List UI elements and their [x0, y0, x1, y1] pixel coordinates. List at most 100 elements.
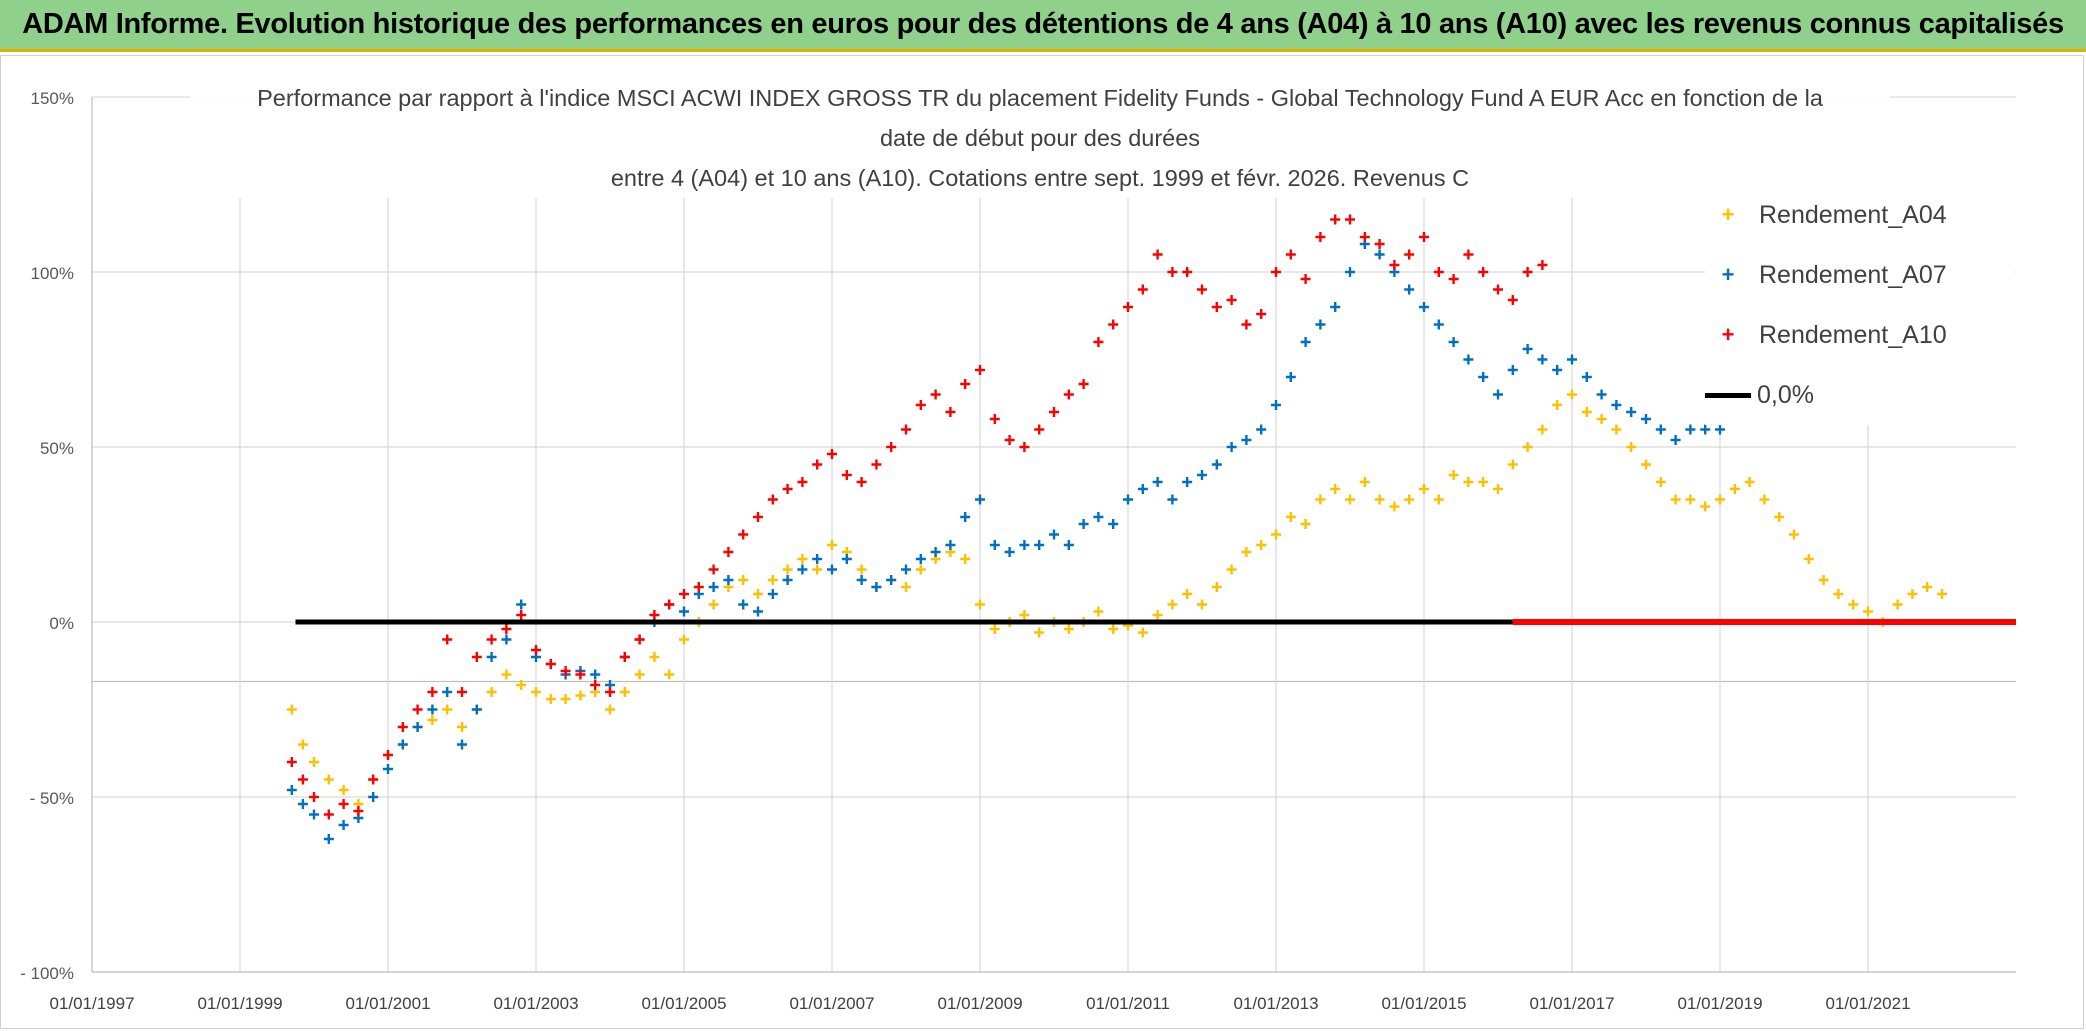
data-point [1833, 589, 1844, 599]
data-point [1552, 400, 1563, 410]
series-rendement-a04 [286, 389, 1947, 809]
data-point [1137, 284, 1148, 295]
data-point [353, 806, 364, 816]
data-point [1493, 484, 1503, 494]
data-point [1448, 274, 1459, 284]
data-point [989, 624, 1000, 634]
data-point [1404, 284, 1415, 295]
data-point [901, 582, 911, 592]
data-point [1330, 214, 1341, 225]
data-series [286, 214, 2016, 844]
x-tick-label: 01/01/2021 [1825, 994, 1910, 1013]
data-point [782, 575, 793, 585]
data-point [767, 575, 778, 585]
legend-line-zero [1705, 392, 1751, 398]
data-point [1715, 424, 1725, 435]
data-point [975, 494, 985, 505]
data-point [1507, 365, 1518, 375]
data-point [915, 554, 926, 564]
data-point [1922, 582, 1933, 592]
x-tick-label: 01/01/2011 [1086, 994, 1170, 1013]
data-point [442, 704, 453, 715]
data-point [1744, 477, 1755, 487]
data-point [649, 652, 660, 662]
x-tick-label: 01/01/2001 [345, 994, 430, 1013]
data-point [1256, 424, 1267, 435]
series-rendement-a10 [286, 214, 1548, 820]
data-point [1137, 627, 1148, 638]
data-point [827, 449, 837, 459]
data-point [634, 634, 645, 645]
report-banner-title: ADAM Informe. Evolution historique des p… [22, 8, 2064, 40]
data-point [457, 739, 467, 750]
data-point [323, 809, 334, 820]
data-point [1700, 501, 1711, 512]
data-point [545, 694, 556, 704]
data-point [1049, 407, 1059, 417]
x-tick-label: 01/01/2017 [1529, 994, 1614, 1013]
data-point [915, 564, 926, 575]
x-tick-label: 01/01/2009 [937, 994, 1022, 1013]
axes: 150% 100% 50% 0% - 50% - 100% 01/01/1997 01/01/… [20, 89, 2016, 1013]
data-point [1300, 337, 1311, 347]
x-tick-label: 01/01/1997 [49, 994, 134, 1013]
data-point [1197, 284, 1207, 295]
data-point [975, 365, 985, 375]
data-point [753, 589, 763, 599]
data-point [1433, 319, 1444, 330]
data-point [1197, 470, 1207, 480]
data-point [309, 792, 319, 802]
x-tick-label: 01/01/1999 [197, 994, 282, 1013]
data-point [812, 554, 823, 564]
data-point [1093, 337, 1104, 347]
data-point [649, 610, 660, 620]
data-point [1345, 214, 1355, 225]
data-point [1478, 477, 1489, 487]
data-point [915, 400, 926, 410]
chart-title-line-1: Performance par rapport à l'indice MSCI … [257, 85, 1823, 111]
data-point [1063, 624, 1074, 634]
data-point [1093, 512, 1104, 522]
data-point [886, 442, 897, 452]
data-point [782, 564, 793, 575]
data-point [1641, 414, 1651, 424]
data-point [1700, 424, 1711, 435]
data-point [1271, 267, 1281, 277]
data-point [1478, 372, 1489, 382]
data-point [368, 774, 379, 785]
data-point [930, 547, 941, 557]
data-point [575, 690, 586, 701]
data-point [286, 704, 297, 715]
data-point [1152, 249, 1163, 260]
data-point [1241, 435, 1252, 445]
data-point [427, 687, 438, 697]
data-point [1256, 540, 1267, 550]
data-point [323, 834, 334, 844]
data-point [1315, 494, 1326, 505]
data-point [1507, 459, 1518, 470]
data-point [457, 687, 467, 697]
legend-label-zero: 0,0% [1757, 380, 1814, 409]
chart-title: Performance par rapport à l'indice MSCI … [190, 78, 1890, 198]
data-point [560, 666, 571, 676]
data-point [1063, 540, 1074, 550]
data-point [397, 739, 408, 750]
data-point [930, 389, 941, 400]
data-point [1226, 442, 1237, 452]
data-point [1063, 389, 1074, 400]
chart-frame [0, 55, 2084, 1029]
data-point [501, 624, 512, 634]
data-point [1152, 610, 1163, 620]
data-point [1537, 260, 1548, 270]
data-point [1271, 529, 1281, 540]
data-point [1433, 267, 1444, 277]
chart-title-line-3: entre 4 (A04) et 10 ans (A10). Cotations… [610, 165, 1470, 191]
data-point [1670, 435, 1681, 445]
data-point [1522, 344, 1533, 354]
data-point [1567, 354, 1577, 365]
data-point [1611, 400, 1622, 410]
data-point [797, 564, 808, 575]
data-point [501, 634, 512, 645]
data-point [1271, 400, 1281, 410]
data-point [1108, 319, 1119, 330]
